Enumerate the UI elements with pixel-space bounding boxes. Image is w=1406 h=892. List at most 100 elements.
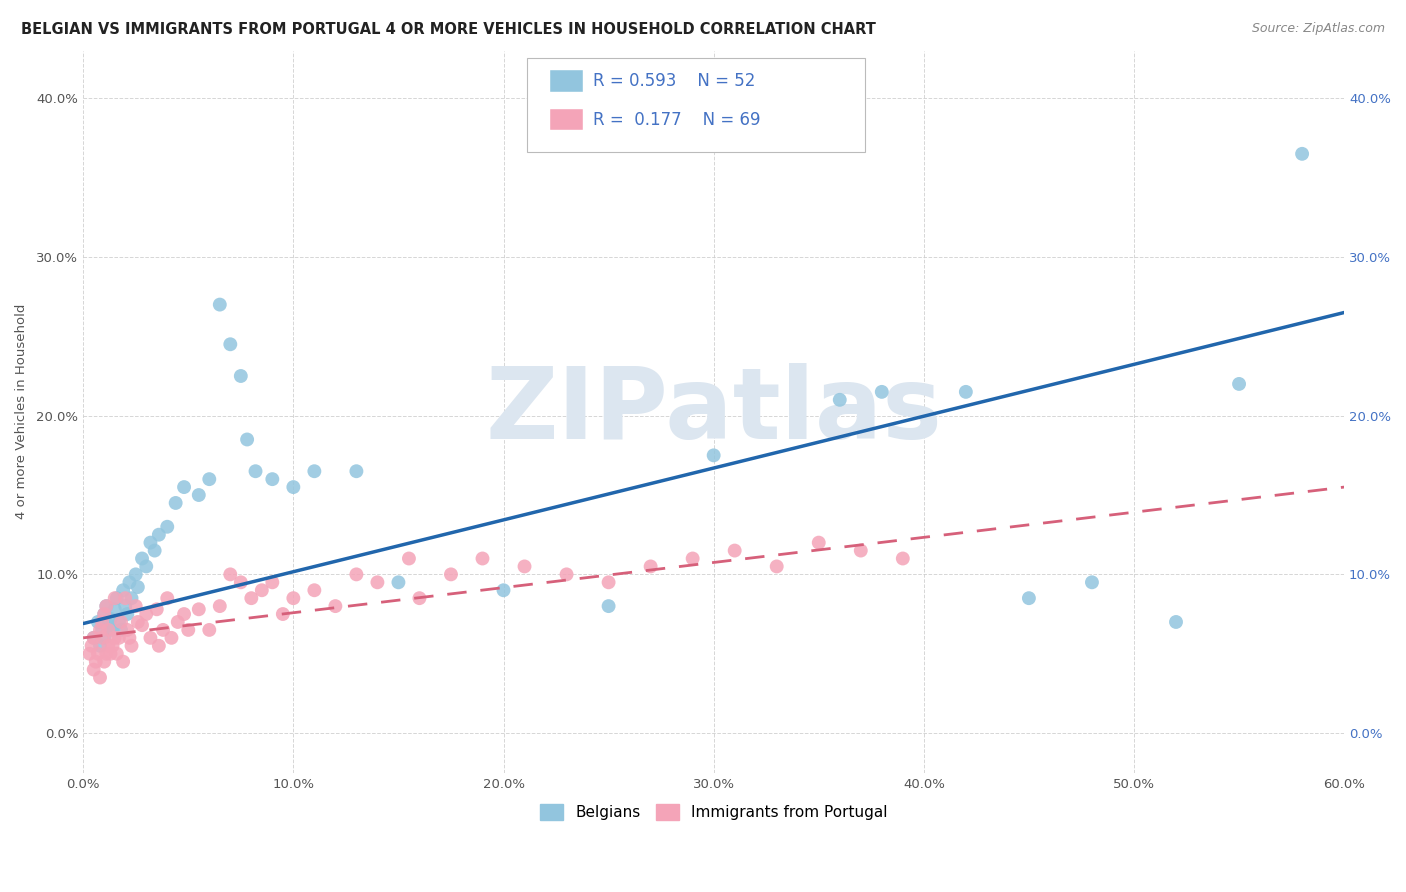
Point: [93, 655, 115, 669]
Point: [101, 639, 124, 653]
Point: [110, 615, 132, 629]
Point: [79, 647, 101, 661]
Point: [229, 575, 252, 590]
Point: [89, 671, 111, 685]
Point: [145, 602, 167, 616]
Point: [110, 623, 132, 637]
Point: [807, 535, 830, 549]
Point: [100, 647, 122, 661]
Text: Source: ZipAtlas.com: Source: ZipAtlas.com: [1251, 22, 1385, 36]
Point: [1081, 575, 1104, 590]
Point: [262, 472, 284, 486]
Y-axis label: 4 or more Vehicles in Household: 4 or more Vehicles in Household: [15, 304, 28, 519]
Point: [891, 551, 914, 566]
Point: [101, 623, 124, 637]
Point: [1018, 591, 1040, 606]
Point: [828, 392, 851, 407]
Point: [229, 369, 252, 384]
Point: [173, 480, 195, 494]
Point: [408, 591, 430, 606]
Point: [245, 464, 267, 478]
Point: [89, 639, 111, 653]
Point: [387, 575, 409, 590]
Point: [83, 663, 105, 677]
Point: [283, 480, 305, 494]
Point: [250, 583, 273, 598]
Point: [125, 599, 148, 613]
Point: [765, 559, 787, 574]
Point: [104, 591, 127, 606]
Point: [640, 559, 662, 574]
Point: [117, 607, 139, 621]
Point: [112, 655, 135, 669]
Point: [173, 607, 195, 621]
Point: [104, 602, 127, 616]
Point: [127, 580, 149, 594]
Point: [91, 615, 114, 629]
Point: [513, 559, 536, 574]
Text: BELGIAN VS IMMIGRANTS FROM PORTUGAL 4 OR MORE VEHICLES IN HOUSEHOLD CORRELATION : BELGIAN VS IMMIGRANTS FROM PORTUGAL 4 OR…: [21, 22, 876, 37]
Point: [598, 599, 620, 613]
Point: [325, 599, 347, 613]
Point: [271, 607, 294, 621]
Point: [131, 551, 153, 566]
Point: [160, 631, 183, 645]
Point: [366, 575, 388, 590]
Point: [104, 631, 127, 645]
Point: [148, 639, 170, 653]
Point: [1291, 146, 1313, 161]
Point: [83, 631, 105, 645]
Point: [84, 655, 107, 669]
Point: [165, 496, 187, 510]
Point: [100, 612, 122, 626]
Point: [240, 591, 263, 606]
Point: [91, 631, 114, 645]
Point: [849, 543, 872, 558]
Point: [598, 575, 620, 590]
Point: [83, 631, 105, 645]
Point: [89, 623, 111, 637]
Point: [97, 623, 120, 637]
Point: [105, 647, 128, 661]
Point: [87, 647, 110, 661]
Point: [121, 639, 143, 653]
Point: [91, 623, 114, 637]
Point: [208, 599, 231, 613]
Point: [125, 567, 148, 582]
Point: [93, 607, 115, 621]
Point: [96, 647, 118, 661]
Point: [96, 599, 118, 613]
Point: [555, 567, 578, 582]
Point: [135, 559, 157, 574]
Point: [127, 615, 149, 629]
Point: [139, 535, 162, 549]
Point: [131, 618, 153, 632]
Point: [166, 615, 188, 629]
Point: [114, 599, 136, 613]
Legend: Belgians, Immigrants from Portugal: Belgians, Immigrants from Portugal: [534, 798, 893, 827]
Point: [97, 618, 120, 632]
Point: [87, 615, 110, 629]
Text: R = 0.593    N = 52: R = 0.593 N = 52: [593, 72, 755, 90]
Point: [304, 583, 326, 598]
Point: [344, 567, 367, 582]
Point: [112, 583, 135, 598]
Point: [682, 551, 704, 566]
Point: [492, 583, 515, 598]
Point: [118, 575, 141, 590]
Point: [121, 591, 143, 606]
Point: [1227, 376, 1250, 391]
Point: [344, 464, 367, 478]
Point: [1164, 615, 1187, 629]
Point: [208, 297, 231, 311]
Point: [108, 615, 131, 629]
Point: [870, 384, 893, 399]
Point: [398, 551, 420, 566]
Point: [955, 384, 977, 399]
Point: [219, 567, 242, 582]
Point: [80, 639, 103, 653]
Point: [97, 639, 120, 653]
Point: [187, 488, 209, 502]
Point: [703, 448, 725, 462]
Point: [135, 607, 157, 621]
